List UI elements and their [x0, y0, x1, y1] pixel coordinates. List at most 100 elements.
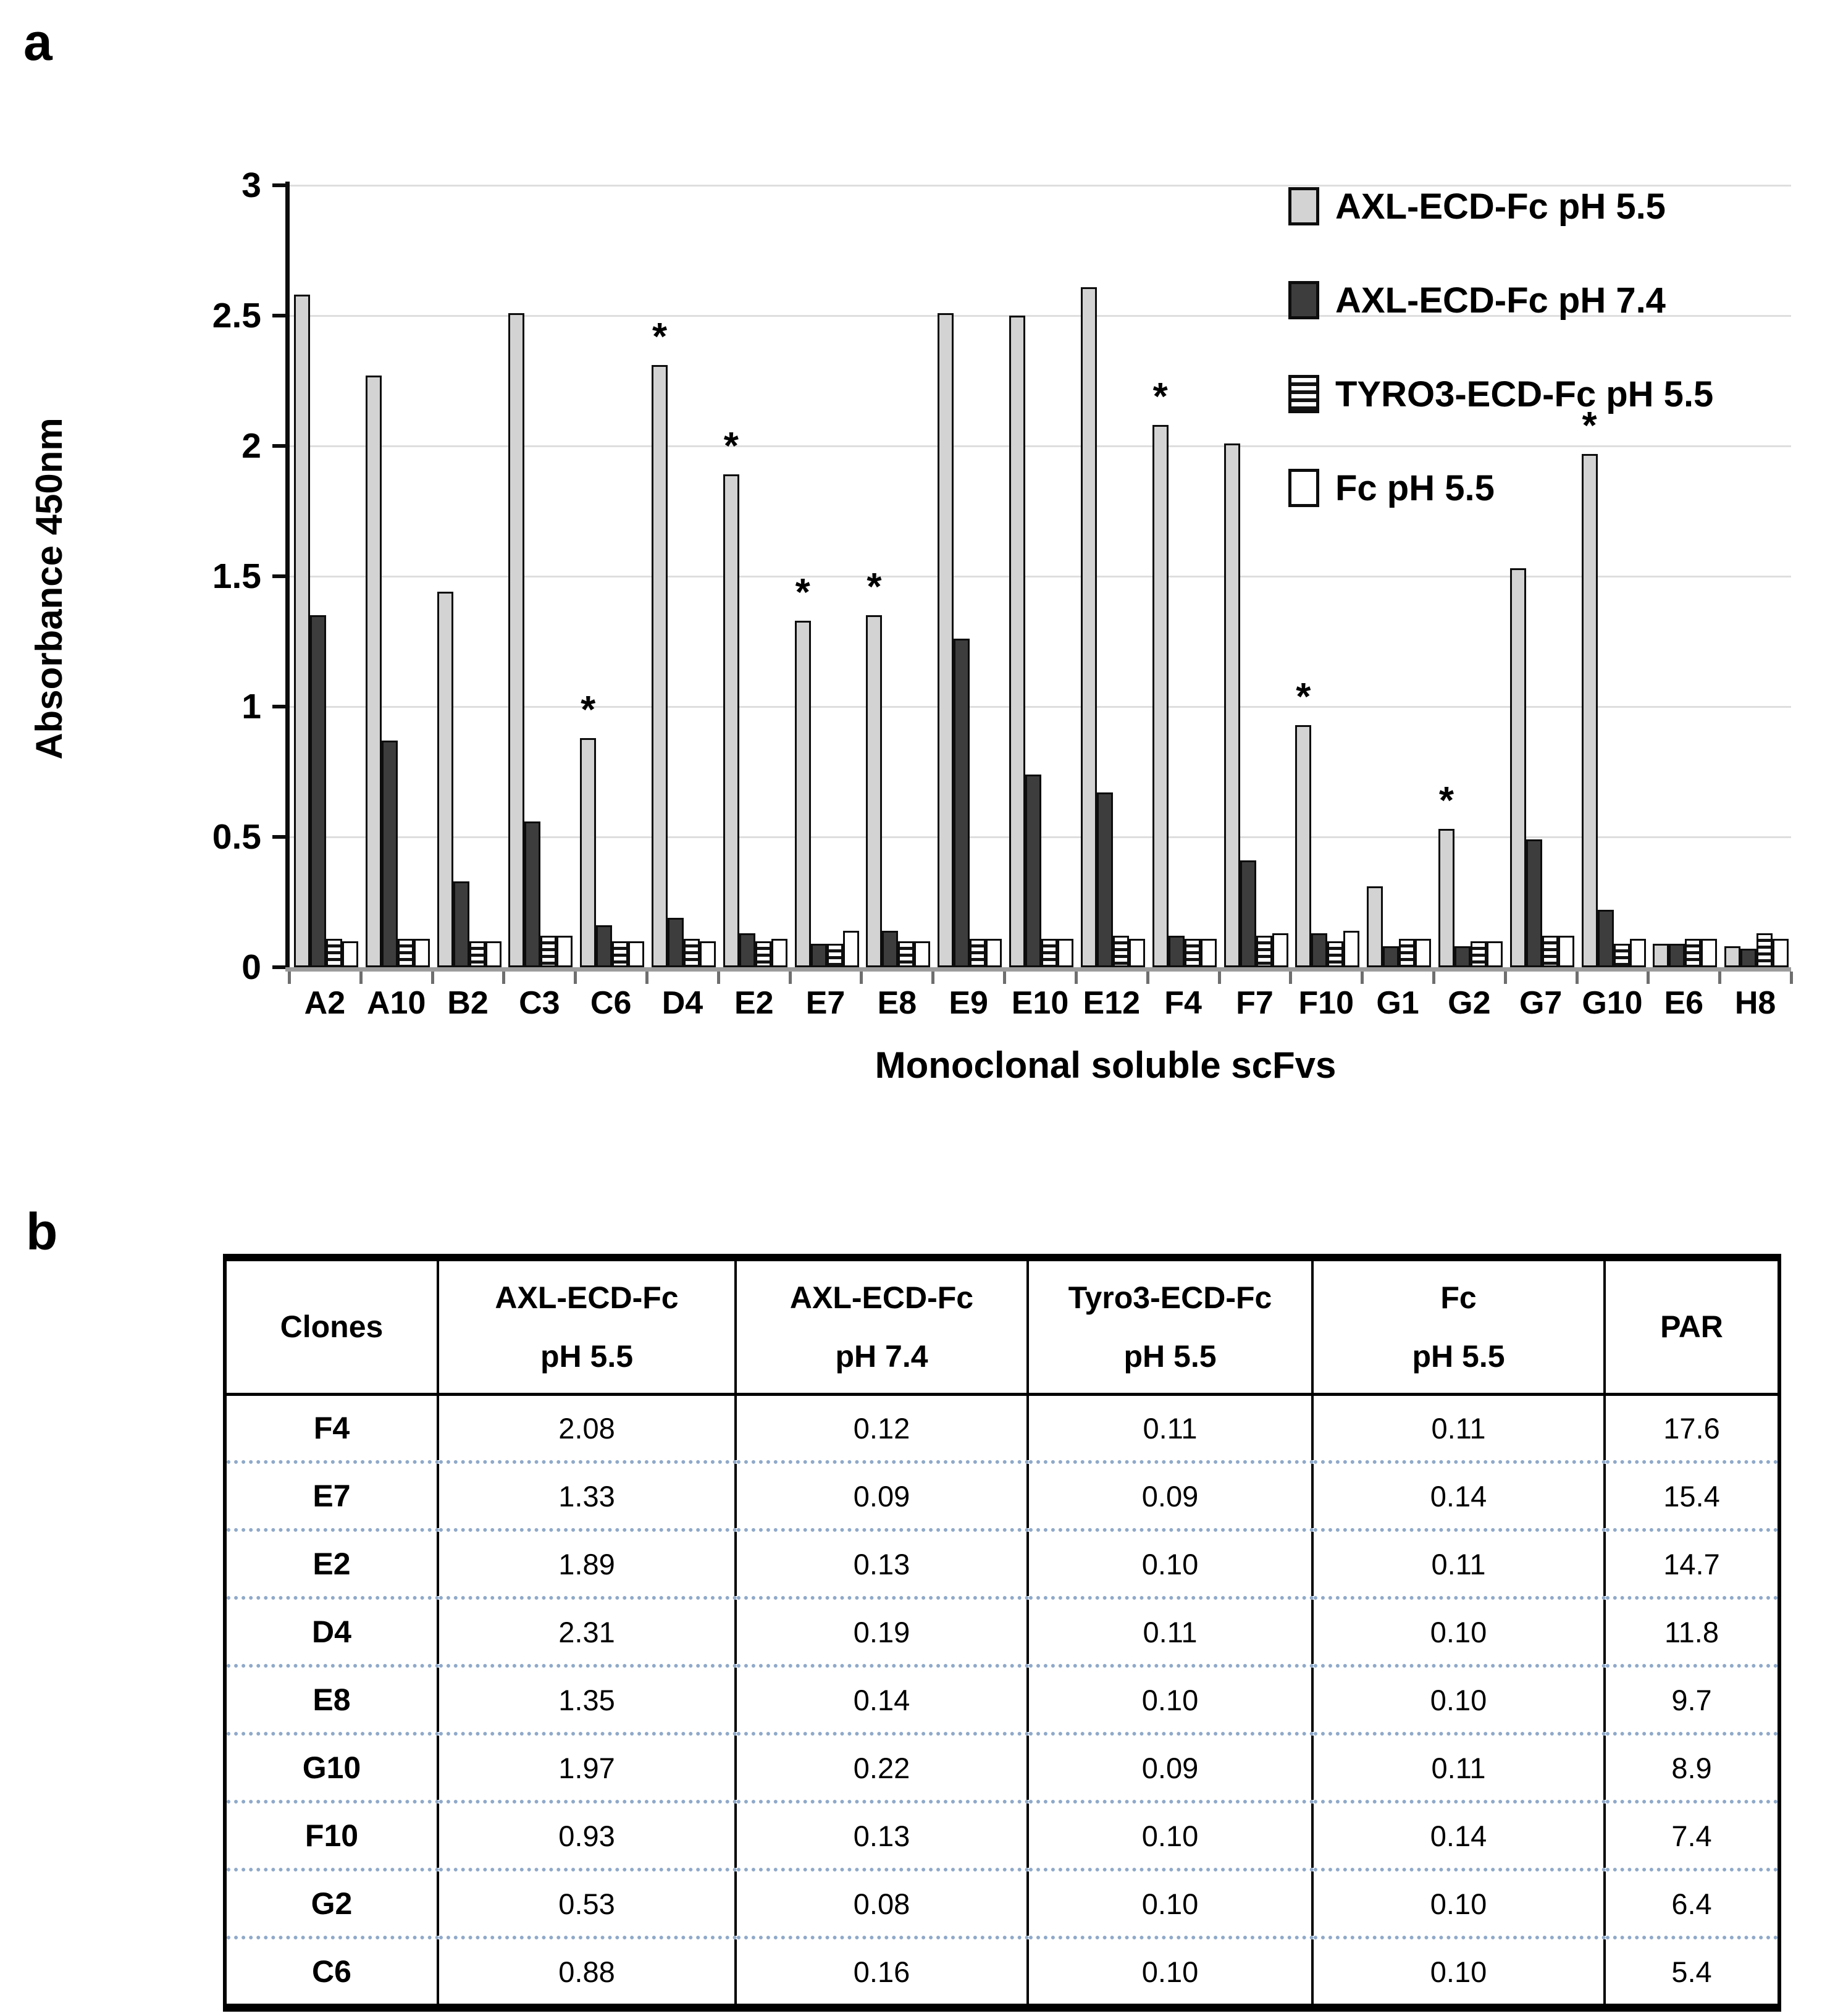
table-row: F10 0.93 0.13 0.10 0.14 7.4 [225, 1800, 1779, 1870]
table-header: Clones AXL-ECD-Fc pH 5.5 AXL-ECD-Fc pH 7.4… [225, 1258, 1779, 1396]
value-cell: 0.08 [736, 1868, 1029, 1938]
legend-swatch-white [1288, 469, 1319, 507]
x-axis-tick [502, 972, 506, 984]
value-cell: 1.33 [438, 1460, 737, 1530]
x-tick-label: E9 [949, 985, 988, 1021]
significance-star: * [1582, 404, 1597, 447]
x-axis-title: Monoclonal soluble scFvs [875, 1044, 1337, 1086]
x-tick-label: H8 [1734, 985, 1776, 1021]
significance-star: * [1152, 376, 1168, 419]
x-tick-label: F4 [1164, 985, 1202, 1021]
value-cell: 1.89 [438, 1528, 737, 1598]
x-tick-label: B2 [447, 985, 489, 1021]
value-cell: 17.6 [1663, 1411, 1720, 1445]
bar-F4-3 [1184, 938, 1201, 967]
bar-E2-1 [723, 474, 739, 967]
bar-E8-3 [898, 941, 915, 967]
bar-E6-1 [1653, 944, 1669, 967]
bar-F7-3 [1256, 936, 1272, 967]
x-axis-tick [1361, 972, 1364, 984]
x-axis-line [285, 967, 1791, 972]
x-tick-label: C6 [590, 985, 632, 1021]
x-axis-tick [1575, 972, 1579, 984]
bar-A10-4 [413, 938, 430, 967]
legend-swatch-light-gray [1288, 187, 1319, 225]
bar-E10-3 [1041, 938, 1058, 967]
bar-C6-4 [628, 941, 645, 967]
x-tick-label: G10 [1582, 985, 1643, 1021]
clone-name-cell: E2 [225, 1528, 439, 1598]
bar-G2-4 [1486, 941, 1503, 967]
clone-results-table: Clones AXL-ECD-Fc pH 5.5 AXL-ECD-Fc pH 7.4… [223, 1254, 1781, 2012]
bar-E2-4 [771, 938, 787, 967]
bar-G7-1 [1509, 568, 1526, 967]
value-cell: 0.10 [1028, 1868, 1314, 1938]
bar-E9-4 [986, 938, 1002, 967]
y-tick-label: 2.5 [212, 296, 261, 335]
value-cell: 0.10 [1028, 1800, 1314, 1870]
x-axis-tick [1217, 972, 1221, 984]
value-cell: 15.4 [1605, 1460, 1779, 1530]
x-axis-tick [359, 972, 363, 984]
value-cell: 0.09 [1028, 1460, 1314, 1530]
y-tick-label: 1 [241, 687, 261, 726]
bar-E2-2 [739, 933, 755, 967]
clone-name-cell: G10 [225, 1732, 439, 1802]
table-body: F4 2.08 0.12 0.11 0.11 17.6 E7 1.33 0.09 0.09 0.14… [225, 1394, 1779, 2008]
significance-star: * [652, 316, 668, 359]
bar-E10-1 [1009, 316, 1026, 967]
x-axis-tick [1790, 972, 1793, 984]
bar-E12-4 [1128, 938, 1145, 967]
bar-A10-1 [365, 376, 382, 967]
bar-C6-3 [612, 941, 629, 967]
y-axis-tick [272, 835, 289, 839]
value-cell: 0.09 [736, 1460, 1029, 1530]
x-tick-label: A10 [366, 985, 426, 1021]
bar-H8-4 [1773, 938, 1789, 967]
value-cell: 0.10 [1028, 1664, 1314, 1734]
y-axis-title: Absorbance 450nm [28, 418, 70, 760]
value-cell: 0.14 [1312, 1460, 1606, 1530]
value-cell: 11.8 [1605, 1596, 1779, 1666]
y-tick-label: 3 [241, 166, 261, 205]
clone-name-cell: E7 [225, 1460, 439, 1530]
bar-F7-1 [1223, 443, 1240, 967]
value-cell: 0.13 [736, 1528, 1029, 1598]
legend-swatch-dark-gray [1288, 281, 1319, 319]
y-tick-label: 1.5 [212, 556, 261, 596]
x-axis-tick [1432, 972, 1435, 984]
value-cell: 0.93 [438, 1800, 737, 1870]
bar-B2-4 [485, 941, 502, 967]
bar-E7-4 [842, 930, 859, 967]
x-tick-label: G1 [1376, 985, 1419, 1021]
bar-E8-4 [914, 941, 931, 967]
x-axis-tick [645, 972, 649, 984]
value-cell: 0.11 [1028, 1394, 1314, 1462]
gridline [289, 315, 1791, 317]
legend-label: AXL-ECD-Fc pH 7.4 [1335, 280, 1666, 321]
bar-H8-1 [1724, 946, 1741, 967]
value-cell: 0.10 [1028, 1936, 1314, 2008]
value-cell: 0.10 [1312, 1664, 1606, 1734]
significance-star: * [723, 425, 739, 468]
x-axis-tick [574, 972, 577, 984]
value-cell: 0.88 [438, 1936, 737, 2008]
x-tick-label: G7 [1519, 985, 1563, 1021]
bar-G7-4 [1558, 936, 1574, 967]
bar-E6-4 [1701, 938, 1718, 967]
value-cell: 0.10 [1028, 1528, 1314, 1598]
bar-F7-2 [1240, 860, 1256, 967]
bar-C6-2 [596, 925, 613, 967]
gridline [289, 706, 1791, 708]
value-cell: 0.53 [438, 1868, 737, 1938]
bar-B2-1 [437, 592, 453, 967]
value-cell: 0.11 [1312, 1528, 1606, 1598]
bar-E9-3 [970, 938, 986, 967]
bar-G2-2 [1454, 946, 1471, 967]
value-cell: 1.35 [438, 1664, 737, 1734]
bar-E7-1 [794, 620, 811, 967]
value-cell: 0.19 [736, 1596, 1029, 1666]
value-cell: 8.9 [1605, 1732, 1779, 1802]
x-axis-tick [1503, 972, 1507, 984]
